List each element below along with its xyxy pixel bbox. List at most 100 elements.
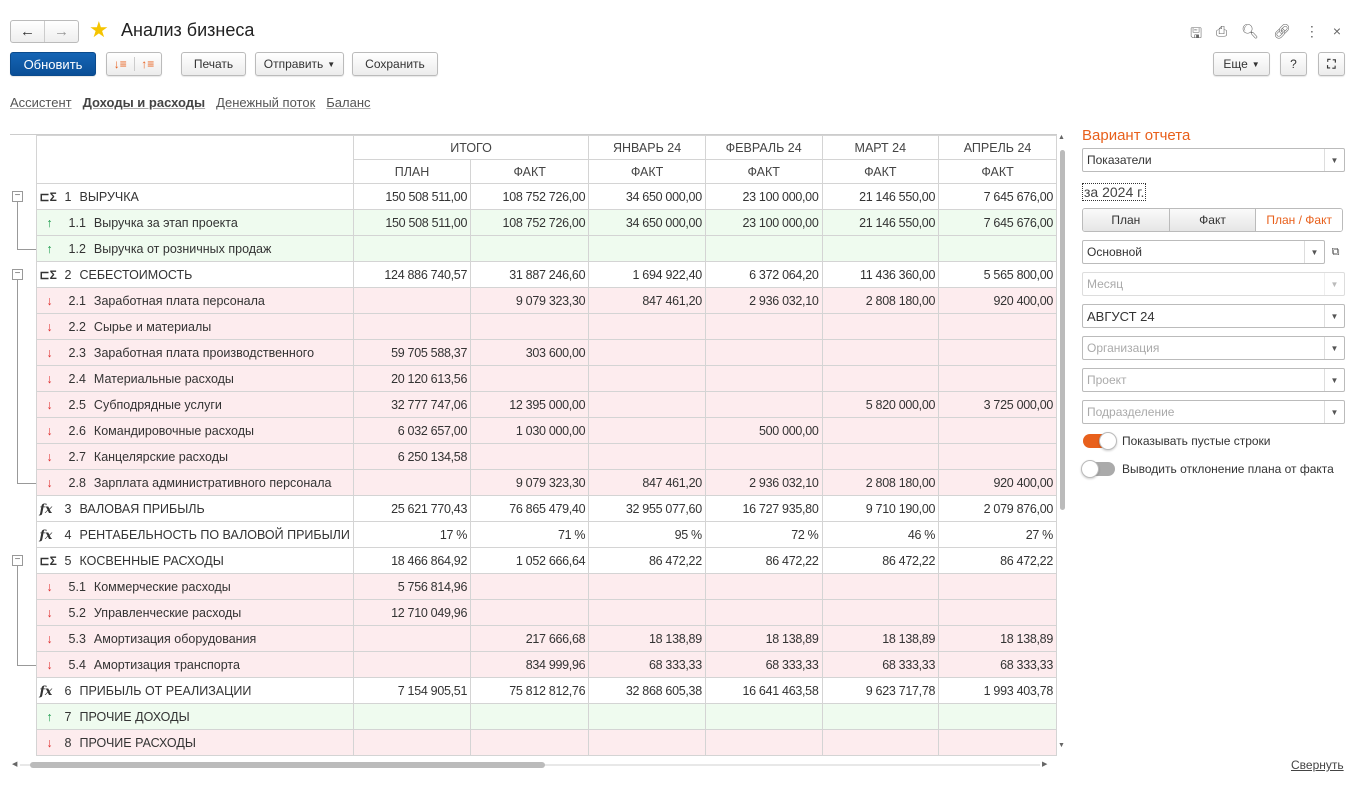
value-cell[interactable]: 5 820 000,00: [821, 391, 940, 418]
value-cell[interactable]: [938, 443, 1057, 470]
collapse-icon[interactable]: −: [12, 190, 23, 202]
send-button[interactable]: Отправить ▼: [255, 52, 344, 76]
value-cell[interactable]: 5 756 814,96: [352, 573, 472, 600]
value-cell[interactable]: [588, 391, 706, 418]
horizontal-scroll-thumb[interactable]: [30, 762, 545, 768]
value-cell[interactable]: [821, 417, 940, 444]
table-row[interactable]: ↓ 2.6 Командировочные расходы 6 032 657,00 1…: [10, 417, 1057, 444]
scenario-select[interactable]: Основной ▼: [1082, 240, 1325, 264]
value-cell[interactable]: [938, 417, 1057, 444]
value-cell[interactable]: 7 645 676,00: [938, 209, 1057, 236]
table-row[interactable]: fx 3 ВАЛОВАЯ ПРИБЫЛЬ 25 621 770,43 76 865 47…: [10, 495, 1057, 522]
vertical-scroll-thumb[interactable]: [1060, 150, 1065, 510]
save-button[interactable]: Сохранить: [352, 52, 438, 76]
value-cell[interactable]: 68 333,33: [821, 651, 940, 678]
value-cell[interactable]: 75 812 812,76: [470, 677, 590, 704]
value-cell[interactable]: [704, 729, 823, 756]
value-cell[interactable]: 1 694 922,40: [588, 261, 706, 288]
more-button[interactable]: Еще ▼: [1213, 52, 1270, 76]
value-cell[interactable]: 86 472,22: [821, 547, 940, 574]
value-cell[interactable]: [938, 599, 1057, 626]
sort-descending-icon[interactable]: ↓≡: [107, 57, 135, 71]
value-cell[interactable]: 18 138,89: [588, 625, 706, 652]
value-cell[interactable]: [938, 235, 1057, 262]
value-cell[interactable]: [704, 339, 823, 366]
value-cell[interactable]: 86 472,22: [588, 547, 706, 574]
mode-option-1[interactable]: Факт: [1168, 209, 1256, 231]
link-icon[interactable]: 🔗︎: [1273, 23, 1291, 39]
table-row[interactable]: ↓ 2.7 Канцелярские расходы 6 250 134,58: [10, 443, 1057, 470]
chevron-down-icon[interactable]: ▼: [1324, 401, 1344, 423]
show-deviation-toggle[interactable]: [1081, 460, 1115, 478]
value-cell[interactable]: 95 %: [588, 521, 706, 548]
value-cell[interactable]: 59 705 588,37: [352, 339, 472, 366]
value-cell[interactable]: 71 %: [470, 521, 590, 548]
collapse-link[interactable]: Свернуть: [1291, 758, 1344, 772]
value-cell[interactable]: 6 250 134,58: [352, 443, 472, 470]
table-row[interactable]: ↓ 2.8 Зарплата административного персонала…: [10, 469, 1057, 496]
value-cell[interactable]: [704, 365, 823, 392]
scroll-down-icon[interactable]: ▼: [1058, 742, 1065, 749]
value-cell[interactable]: [704, 391, 823, 418]
value-cell[interactable]: 46 %: [821, 521, 940, 548]
more-vertical-icon[interactable]: ⋮: [1304, 23, 1319, 39]
value-cell[interactable]: [704, 599, 823, 626]
value-cell[interactable]: [352, 235, 472, 262]
value-cell[interactable]: 6 032 657,00: [352, 417, 472, 444]
value-cell[interactable]: 12 710 049,96: [352, 599, 472, 626]
value-cell[interactable]: 34 650 000,00: [588, 183, 706, 210]
value-cell[interactable]: 303 600,00: [470, 339, 590, 366]
scroll-left-icon[interactable]: ◀: [12, 761, 18, 768]
value-cell[interactable]: [821, 573, 940, 600]
scroll-up-icon[interactable]: ▲: [1058, 134, 1065, 141]
value-cell[interactable]: [821, 313, 940, 340]
value-cell[interactable]: [352, 729, 472, 756]
value-cell[interactable]: [821, 703, 940, 730]
table-row[interactable]: − ⊏Σ 5 КОСВЕННЫЕ РАСХОДЫ 18 466 864,92 1 052 …: [10, 547, 1057, 574]
refresh-button[interactable]: Обновить: [10, 52, 96, 76]
report-table[interactable]: ИТОГО ЯНВАРЬ 24 ФЕВРАЛЬ 24 МАРТ 24 АПРЕЛ…: [10, 134, 1057, 759]
open-icon[interactable]: ⧉: [1331, 246, 1340, 258]
project-select[interactable]: Проект ▼: [1082, 368, 1345, 392]
variant-select[interactable]: Показатели ▼: [1082, 148, 1345, 172]
value-cell[interactable]: [588, 365, 706, 392]
value-cell[interactable]: 1 030 000,00: [470, 417, 590, 444]
value-cell[interactable]: 16 727 935,80: [704, 495, 823, 522]
value-cell[interactable]: [470, 573, 590, 600]
value-cell[interactable]: [704, 313, 823, 340]
sort-ascending-icon[interactable]: ↑≡: [141, 57, 155, 71]
value-cell[interactable]: [588, 313, 706, 340]
value-cell[interactable]: 27 %: [938, 521, 1057, 548]
value-cell[interactable]: 2 936 032,10: [704, 287, 823, 314]
value-cell[interactable]: 20 120 613,56: [352, 365, 472, 392]
value-cell[interactable]: 1 052 666,64: [470, 547, 590, 574]
table-row[interactable]: ↓ 2.2 Сырье и материалы: [10, 313, 1057, 340]
chevron-down-icon[interactable]: ▼: [1324, 369, 1344, 391]
tab-1[interactable]: Доходы и расходы: [82, 95, 206, 110]
scroll-right-icon[interactable]: ▶: [1042, 761, 1048, 768]
value-cell[interactable]: 34 650 000,00: [588, 209, 706, 236]
table-row[interactable]: fx 6 ПРИБЫЛЬ ОТ РЕАЛИЗАЦИИ 7 154 905,51 75 8…: [10, 677, 1057, 704]
save-icon[interactable]: 🖫: [1190, 25, 1203, 41]
value-cell[interactable]: [352, 313, 472, 340]
value-cell[interactable]: 68 333,33: [938, 651, 1057, 678]
value-cell[interactable]: 2 808 180,00: [821, 469, 940, 496]
value-cell[interactable]: 68 333,33: [588, 651, 706, 678]
value-cell[interactable]: 21 146 550,00: [821, 209, 940, 236]
value-cell[interactable]: 17 %: [352, 521, 472, 548]
value-cell[interactable]: 3 725 000,00: [938, 391, 1057, 418]
value-cell[interactable]: 5 565 800,00: [938, 261, 1057, 288]
value-cell[interactable]: [470, 703, 590, 730]
value-cell[interactable]: [821, 443, 940, 470]
value-cell[interactable]: 25 621 770,43: [352, 495, 472, 522]
value-cell[interactable]: 32 777 747,06: [352, 391, 472, 418]
value-cell[interactable]: 834 999,96: [470, 651, 590, 678]
period-link[interactable]: за 2024 г.: [1082, 183, 1147, 201]
value-cell[interactable]: 9 079 323,30: [470, 469, 590, 496]
value-cell[interactable]: 86 472,22: [704, 547, 823, 574]
mode-option-2[interactable]: План / Факт: [1255, 209, 1342, 231]
value-cell[interactable]: [588, 599, 706, 626]
collapse-icon[interactable]: −: [12, 268, 23, 280]
favorite-star-icon[interactable]: ★: [89, 17, 109, 42]
value-cell[interactable]: 9 079 323,30: [470, 287, 590, 314]
